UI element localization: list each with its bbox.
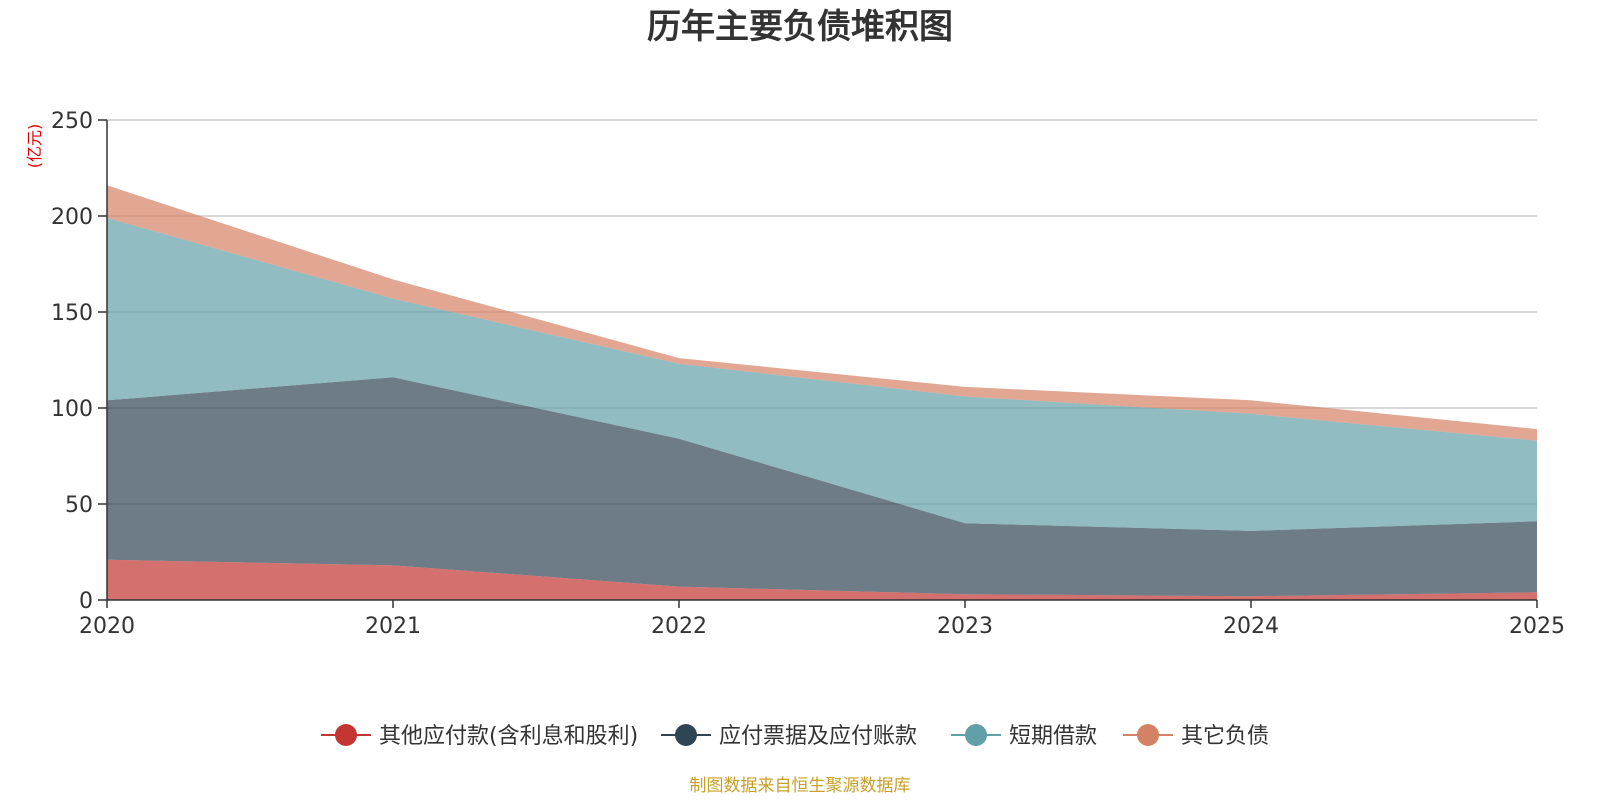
y-tick-label: 100 — [51, 397, 93, 422]
legend-marker-icon — [965, 724, 987, 746]
legend-label: 短期借款 — [1009, 724, 1097, 749]
legend-label: 应付票据及应付账款 — [719, 724, 917, 749]
y-tick-label: 250 — [51, 109, 93, 134]
area-series-2 — [107, 377, 1537, 597]
y-tick-label: 50 — [65, 493, 93, 518]
y-tick-label: 0 — [79, 589, 93, 614]
x-tick-label: 2025 — [1509, 614, 1565, 639]
legend-marker-icon — [335, 724, 357, 746]
area-series-group — [107, 185, 1537, 600]
x-tick-label: 2020 — [79, 614, 135, 639]
axes: 0 50 100 150 200 250 2020 2021 2022 2023 2024 2025 — [51, 109, 1565, 639]
legend-marker-icon — [1137, 724, 1159, 746]
x-tick-label: 2021 — [365, 614, 421, 639]
area-series-4 — [107, 185, 1537, 441]
y-tick-label: 150 — [51, 301, 93, 326]
x-tick-label: 2024 — [1223, 614, 1279, 639]
x-tick-label: 2022 — [651, 614, 707, 639]
legend: 其他应付款(含利息和股利) 应付票据及应付账款 短期借款 其它负债 — [321, 724, 1269, 749]
chart-title: 历年主要负债堆积图 — [647, 7, 953, 47]
legend-item-1[interactable]: 其他应付款(含利息和股利) — [321, 724, 638, 749]
legend-label: 其它负债 — [1181, 724, 1269, 749]
y-axis-unit-label: (亿元) — [25, 124, 44, 169]
x-tick-label: 2023 — [937, 614, 993, 639]
y-tick-label: 200 — [51, 205, 93, 230]
legend-marker-icon — [675, 724, 697, 746]
legend-item-3[interactable]: 短期借款 — [951, 724, 1097, 749]
legend-item-2[interactable]: 应付票据及应付账款 — [661, 724, 917, 749]
area-series-3 — [107, 217, 1537, 531]
legend-label: 其他应付款(含利息和股利) — [379, 724, 638, 749]
legend-item-4[interactable]: 其它负债 — [1123, 724, 1269, 749]
area-series-1 — [107, 559, 1537, 600]
data-source-note: 制图数据来自恒生聚源数据库 — [690, 776, 911, 796]
